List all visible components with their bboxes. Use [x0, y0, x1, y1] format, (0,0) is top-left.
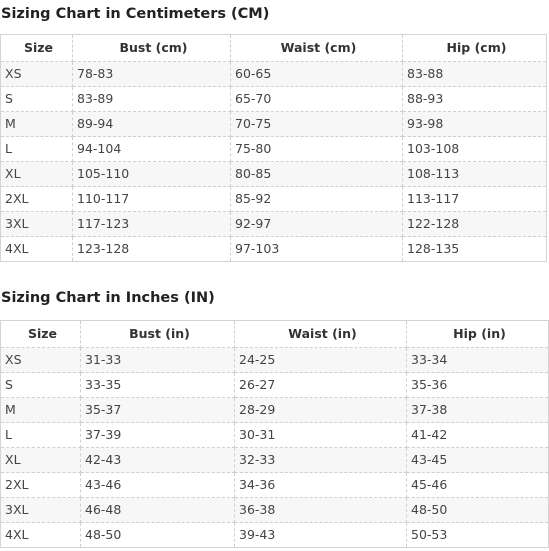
- waist-cell: 26-27: [235, 373, 407, 398]
- waist-cell: 75-80: [231, 137, 403, 162]
- table-row: M 35-37 28-29 37-38: [1, 398, 548, 423]
- hip-cell: 45-46: [407, 473, 548, 498]
- column-header-bust: Bust (in): [81, 321, 235, 348]
- size-cell: S: [1, 373, 81, 398]
- table-header-row: Size Bust (in) Waist (in) Hip (in): [1, 321, 548, 348]
- waist-cell: 97-103: [231, 237, 403, 261]
- waist-cell: 30-31: [235, 423, 407, 448]
- hip-cell: 93-98: [403, 112, 546, 137]
- size-cell: 4XL: [1, 237, 73, 261]
- hip-cell: 103-108: [403, 137, 546, 162]
- hip-cell: 37-38: [407, 398, 548, 423]
- column-header-hip: Hip (in): [407, 321, 548, 348]
- bust-cell: 48-50: [81, 523, 235, 547]
- bust-cell: 89-94: [73, 112, 231, 137]
- waist-cell: 32-33: [235, 448, 407, 473]
- size-cell: 4XL: [1, 523, 81, 547]
- cm-chart-title: Sizing Chart in Centimeters (CM): [1, 6, 270, 22]
- table-row: 2XL 43-46 34-36 45-46: [1, 473, 548, 498]
- hip-cell: 128-135: [403, 237, 546, 261]
- hip-cell: 83-88: [403, 62, 546, 87]
- size-cell: XL: [1, 448, 81, 473]
- table-row: XL 42-43 32-33 43-45: [1, 448, 548, 473]
- in-size-table: Size Bust (in) Waist (in) Hip (in) XS 31…: [0, 320, 549, 548]
- bust-cell: 110-117: [73, 187, 231, 212]
- waist-cell: 36-38: [235, 498, 407, 523]
- column-header-hip: Hip (cm): [403, 35, 546, 62]
- size-cell: L: [1, 423, 81, 448]
- table-row: S 33-35 26-27 35-36: [1, 373, 548, 398]
- table-row: XS 31-33 24-25 33-34: [1, 348, 548, 373]
- hip-cell: 122-128: [403, 212, 546, 237]
- bust-cell: 43-46: [81, 473, 235, 498]
- table-row: 4XL 48-50 39-43 50-53: [1, 523, 548, 547]
- hip-cell: 33-34: [407, 348, 548, 373]
- bust-cell: 94-104: [73, 137, 231, 162]
- size-cell: XS: [1, 62, 73, 87]
- bust-cell: 42-43: [81, 448, 235, 473]
- table-row: M 89-94 70-75 93-98: [1, 112, 546, 137]
- size-cell: XL: [1, 162, 73, 187]
- hip-cell: 50-53: [407, 523, 548, 547]
- bust-cell: 31-33: [81, 348, 235, 373]
- in-chart-title: Sizing Chart in Inches (IN): [1, 290, 215, 306]
- cm-size-table: Size Bust (cm) Waist (cm) Hip (cm) XS 78…: [0, 34, 547, 262]
- table-row: 2XL 110-117 85-92 113-117: [1, 187, 546, 212]
- bust-cell: 83-89: [73, 87, 231, 112]
- column-header-bust: Bust (cm): [73, 35, 231, 62]
- column-header-size: Size: [1, 321, 81, 348]
- table-row: L 37-39 30-31 41-42: [1, 423, 548, 448]
- bust-cell: 105-110: [73, 162, 231, 187]
- waist-cell: 65-70: [231, 87, 403, 112]
- bust-cell: 46-48: [81, 498, 235, 523]
- table-row: L 94-104 75-80 103-108: [1, 137, 546, 162]
- waist-cell: 39-43: [235, 523, 407, 547]
- size-cell: XS: [1, 348, 81, 373]
- waist-cell: 85-92: [231, 187, 403, 212]
- column-header-waist: Waist (in): [235, 321, 407, 348]
- hip-cell: 48-50: [407, 498, 548, 523]
- hip-cell: 43-45: [407, 448, 548, 473]
- waist-cell: 34-36: [235, 473, 407, 498]
- table-row: XS 78-83 60-65 83-88: [1, 62, 546, 87]
- size-cell: 3XL: [1, 498, 81, 523]
- waist-cell: 92-97: [231, 212, 403, 237]
- bust-cell: 78-83: [73, 62, 231, 87]
- bust-cell: 123-128: [73, 237, 231, 261]
- size-cell: M: [1, 112, 73, 137]
- waist-cell: 70-75: [231, 112, 403, 137]
- hip-cell: 35-36: [407, 373, 548, 398]
- bust-cell: 37-39: [81, 423, 235, 448]
- size-cell: S: [1, 87, 73, 112]
- table-row: XL 105-110 80-85 108-113: [1, 162, 546, 187]
- waist-cell: 80-85: [231, 162, 403, 187]
- hip-cell: 41-42: [407, 423, 548, 448]
- table-row: 3XL 117-123 92-97 122-128: [1, 212, 546, 237]
- table-row: 4XL 123-128 97-103 128-135: [1, 237, 546, 261]
- bust-cell: 33-35: [81, 373, 235, 398]
- bust-cell: 35-37: [81, 398, 235, 423]
- bust-cell: 117-123: [73, 212, 231, 237]
- size-cell: M: [1, 398, 81, 423]
- waist-cell: 60-65: [231, 62, 403, 87]
- table-row: 3XL 46-48 36-38 48-50: [1, 498, 548, 523]
- waist-cell: 28-29: [235, 398, 407, 423]
- hip-cell: 113-117: [403, 187, 546, 212]
- size-cell: L: [1, 137, 73, 162]
- size-cell: 3XL: [1, 212, 73, 237]
- column-header-size: Size: [1, 35, 73, 62]
- table-header-row: Size Bust (cm) Waist (cm) Hip (cm): [1, 35, 546, 62]
- column-header-waist: Waist (cm): [231, 35, 403, 62]
- hip-cell: 108-113: [403, 162, 546, 187]
- size-cell: 2XL: [1, 187, 73, 212]
- waist-cell: 24-25: [235, 348, 407, 373]
- table-row: S 83-89 65-70 88-93: [1, 87, 546, 112]
- hip-cell: 88-93: [403, 87, 546, 112]
- size-cell: 2XL: [1, 473, 81, 498]
